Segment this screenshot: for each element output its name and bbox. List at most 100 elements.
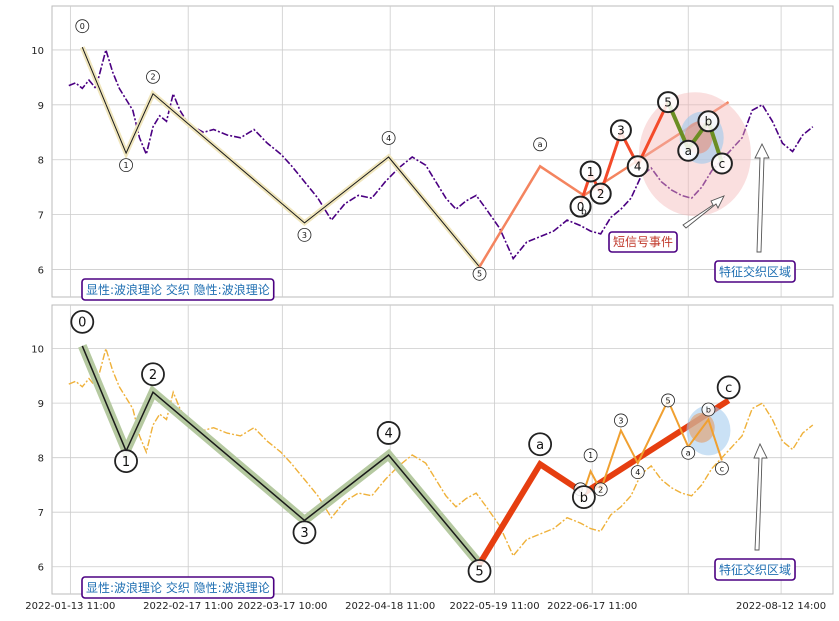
- sub-wave-marker-2: [593, 482, 608, 497]
- y-tick-label: 6: [38, 266, 44, 277]
- y-tick-label: 6: [38, 563, 44, 574]
- main-wave-marker-3-text: 3: [302, 231, 307, 240]
- sub-wave-marker-4: [626, 155, 649, 178]
- main-wave-marker-4: [381, 131, 396, 145]
- sub-wave-marker-2: [589, 182, 612, 205]
- main-wave-marker-4-text: 4: [386, 134, 391, 143]
- abc-wave-marker-a: [533, 137, 548, 152]
- feature-zone-box-bottom: [714, 558, 796, 581]
- abc-wave-marker-a-text: a: [538, 140, 543, 149]
- main-wave-marker-5: [467, 559, 492, 583]
- sub-abc-wave-line: [666, 101, 724, 164]
- main-wave-marker-2-text: 2: [150, 73, 155, 82]
- feature-zone-label-top: 特征交织区域: [719, 264, 791, 279]
- sub-wave-marker-1: [579, 160, 602, 183]
- feature-zone-box-top: [714, 260, 796, 283]
- sub-wave-marker-5: [661, 393, 675, 408]
- sub-wave-marker-0: [569, 195, 592, 218]
- abc-wave-marker-a: [528, 432, 553, 457]
- y-tick-label: 9: [38, 399, 44, 410]
- sub-wave-line: [579, 399, 669, 502]
- main-wave-marker-0: [75, 19, 90, 34]
- y-tick-label: 9: [38, 101, 44, 112]
- sub-wave-marker-5-text: 5: [666, 396, 671, 405]
- sub-wave-marker-2-text: 2: [597, 187, 605, 201]
- main-wave-marker-0-text: 0: [78, 316, 86, 331]
- sub-wave-marker-3: [609, 119, 632, 142]
- sub-wave-marker-5: [657, 91, 680, 114]
- zone-arrow-bottom: [753, 442, 768, 551]
- x-tick-label: 2022-05-19 11:00: [449, 601, 539, 612]
- y-tick-label: 7: [38, 508, 44, 519]
- sub-abc-marker-a: [677, 139, 700, 162]
- main-wave-line: [81, 345, 481, 565]
- main-wave-marker-3: [297, 227, 312, 242]
- main-wave-marker-4: [376, 421, 401, 445]
- top-panel: 012345a012345abcbb: [51, 5, 834, 298]
- abc-wave-marker-b-text: b: [580, 491, 588, 506]
- abc-wave-line: [476, 397, 731, 566]
- sub-wave-marker-3-text: 3: [618, 416, 623, 425]
- feature-zone-label-bottom: 特征交织区域: [719, 562, 791, 577]
- sub-wave-marker-4-text: 4: [635, 468, 640, 477]
- bottom-panel-label: 显性:波浪理论 交织 隐性:波浪理论: [86, 580, 270, 595]
- x-tick-label: 2022-03-17 10:00: [237, 601, 327, 612]
- sub-wave-marker-1-text: 1: [588, 451, 593, 460]
- sub-abc-marker-c-text: c: [720, 464, 724, 473]
- main-wave-marker-0: [70, 309, 95, 334]
- x-tick-label: 2022-08-12 14:00: [736, 601, 826, 612]
- abc-wave-marker-a-text: a: [536, 438, 544, 453]
- x-tick-label: 2022-02-17 11:00: [143, 601, 233, 612]
- main-wave-marker-1-text: 1: [122, 455, 130, 470]
- sub-wave-marker-1: [583, 448, 598, 463]
- top-panel-label-box: [81, 278, 275, 301]
- main-wave-marker-1: [119, 158, 133, 173]
- price-series-line: [68, 46, 814, 261]
- sub-wave-marker-3-text: 3: [617, 124, 625, 138]
- y-tick-label: 10: [31, 46, 44, 57]
- y-tick-label: 7: [38, 211, 44, 222]
- main-wave-marker-2-text: 2: [149, 368, 157, 383]
- sub-abc-marker-c: [710, 152, 733, 175]
- sub-abc-marker-a-text: a: [686, 449, 691, 458]
- bottom-panel-label-box: [81, 576, 275, 599]
- sub-abc-marker-b: [697, 110, 720, 133]
- x-tick-label: 2022-06-17 11:00: [547, 601, 637, 612]
- abc-wave-marker-b: [571, 485, 596, 510]
- main-wave-marker-1: [114, 449, 138, 474]
- sub-abc-marker-b: [701, 402, 716, 417]
- signal-event-label: 短信号事件: [613, 235, 673, 249]
- sub-wave-marker-3: [614, 413, 628, 428]
- y-tick-label: 8: [38, 156, 44, 167]
- y-tick-label: 8: [38, 454, 44, 465]
- sub-wave-marker-0-text: 0: [577, 200, 585, 214]
- abc-wave-marker-b-text: b: [581, 208, 587, 218]
- top-panel-label: 显性:波浪理论 交织 隐性:波浪理论: [86, 282, 270, 297]
- sub-abc-marker-a-text: a: [685, 144, 692, 158]
- sub-abc-marker-c-text: c: [719, 157, 726, 171]
- abc-wave-marker-c-text: c: [725, 381, 732, 396]
- sub-abc-wave-line: [667, 400, 723, 461]
- main-wave-marker-2: [146, 69, 160, 84]
- signal-arrow: [682, 195, 725, 229]
- signal-event-box: [608, 231, 678, 253]
- main-wave-marker-2: [141, 362, 165, 387]
- main-wave-marker-1-text: 1: [124, 161, 129, 170]
- abc-wave-marker-c: [716, 375, 741, 400]
- abc-wave-line: [478, 101, 730, 268]
- sub-wave-marker-1-text: 1: [587, 165, 595, 179]
- sub-abc-marker-b-text: b: [705, 115, 713, 129]
- sub-wave-marker-4: [630, 465, 645, 480]
- main-wave-marker-3: [292, 520, 317, 545]
- main-wave-marker-5-text: 5: [477, 270, 482, 279]
- main-wave-marker-0-text: 0: [80, 22, 85, 31]
- main-wave-marker-3-text: 3: [300, 526, 308, 541]
- price-series-line: [68, 346, 814, 558]
- x-tick-label: 2022-01-13 11:00: [25, 601, 115, 612]
- main-wave-marker-4-text: 4: [384, 427, 392, 442]
- sub-abc-marker-b-text: b: [706, 405, 711, 414]
- sub-abc-marker-a: [681, 445, 696, 460]
